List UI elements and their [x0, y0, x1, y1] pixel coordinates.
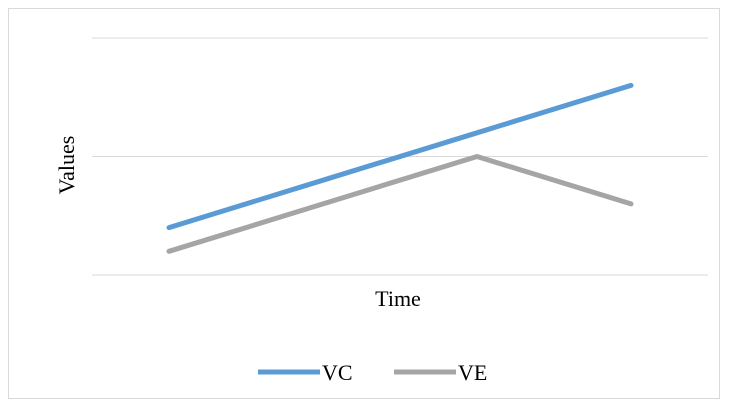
legend-label-vc: VC: [322, 360, 353, 385]
series-lines: [166, 82, 634, 254]
series-line-ve: [166, 154, 634, 254]
legend-label-ve: VE: [458, 360, 487, 385]
legend: VC VE: [258, 360, 487, 385]
chart-frame: [8, 8, 720, 399]
series-line-vc: [166, 82, 634, 231]
y-axis-label: Values: [54, 136, 79, 195]
x-axis-label: Time: [375, 286, 421, 311]
